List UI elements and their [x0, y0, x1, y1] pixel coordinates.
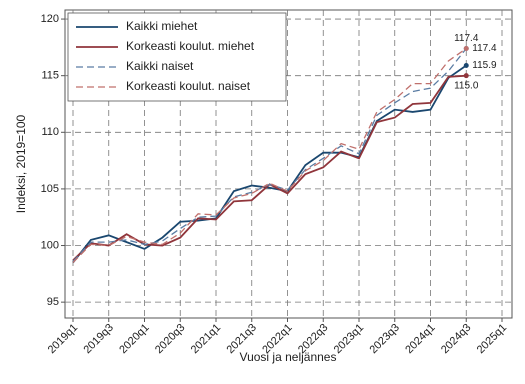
- x-tick-label: 2020q3: [153, 322, 187, 356]
- y-tick-label: 95: [47, 296, 59, 308]
- x-tick-label: 2019q3: [81, 322, 115, 356]
- end-point: [463, 46, 469, 51]
- y-tick-label: 100: [41, 239, 59, 251]
- series-line: [72, 48, 467, 262]
- y-tick-label: 120: [41, 13, 59, 25]
- x-tick-label: 2020q1: [117, 322, 151, 356]
- legend-label: Korkeasti koulut. naiset: [126, 79, 251, 93]
- end-point: [463, 73, 469, 79]
- legend-label: Kaikki naiset: [126, 59, 194, 73]
- data-label: 117.4: [472, 43, 497, 54]
- end-point: [463, 62, 469, 68]
- data-label: 115.0: [454, 80, 479, 91]
- x-tick-label: 2019q1: [46, 322, 80, 356]
- legend-label: Kaikki miehet: [126, 19, 198, 33]
- data-label: 117.4: [454, 33, 479, 44]
- x-tick-label: 2021q1: [189, 322, 223, 356]
- y-tick-label: 115: [41, 70, 59, 82]
- x-tick-label: 2024q3: [439, 322, 473, 356]
- y-axis-title: Indeksi, 2019=100: [14, 114, 28, 213]
- x-axis-title: Vuosi ja neljännes: [240, 350, 337, 364]
- x-tick-label: 2023q3: [367, 322, 401, 356]
- data-label: 115.9: [472, 60, 497, 71]
- y-tick-label: 105: [41, 183, 59, 195]
- legend-label: Korkeasti koulut. miehet: [126, 39, 255, 53]
- x-tick-label: 2024q1: [403, 322, 437, 356]
- x-tick-label: 2023q1: [332, 322, 366, 356]
- series-line: [72, 64, 467, 264]
- y-tick-label: 110: [41, 126, 59, 138]
- x-tick-label: 2025q1: [475, 322, 509, 356]
- series-line: [72, 47, 467, 263]
